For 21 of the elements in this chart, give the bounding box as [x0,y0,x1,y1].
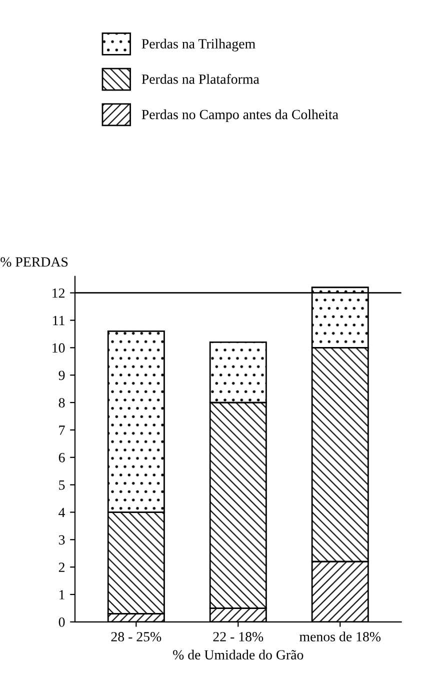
y-tick-label: 12 [52,288,64,298]
y-tick-label: 8 [58,398,65,408]
y-tick-label: 7 [59,426,65,435]
y-tick-label: 9 [58,370,65,380]
x-axis-title: % de Umidade do Grão [173,650,304,660]
y-tick-label: 10 [52,343,65,353]
y-tick-label: 2 [58,562,64,572]
y-tick-label: 5 [59,480,65,490]
y-tick-label: 0 [58,617,65,627]
x-tick-label: 22 - 18% [213,632,264,642]
y-tick-label: 3 [58,535,65,545]
x-tick-label: 28 - 25% [111,632,162,642]
y-axis-title: % PERDAS [0,257,68,267]
y-tick-label: 11 [53,316,64,326]
legend-label: Perdas na Plataforma [142,74,260,84]
y-tick-label: 6 [58,453,65,462]
y-tick-label: 4 [58,508,66,518]
y-tick-label: 1 [60,590,64,600]
legend-label: Perdas no Campo antes da Colheita [142,109,338,122]
legend-label: Perdas na Trilhagem [142,38,256,52]
x-tick-label: menos de 18% [300,632,381,642]
